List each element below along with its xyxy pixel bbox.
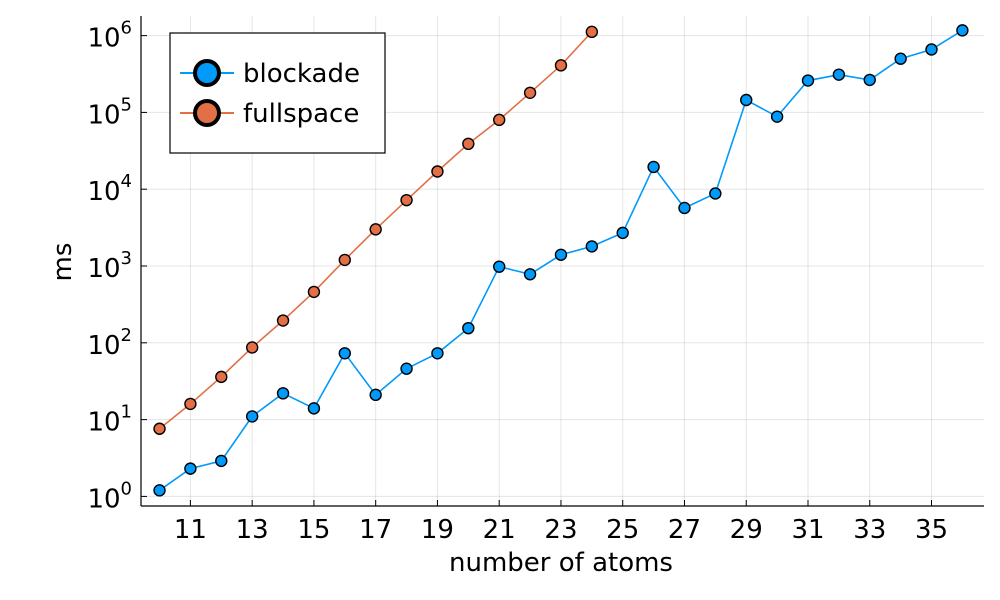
y-tick-exponent: 6 [121,18,132,39]
y-tick-label: 104 [87,171,132,207]
data-point-blockade [894,52,907,65]
axes [140,16,984,507]
data-point-blockade [307,402,321,415]
data-point-blockade [863,73,876,87]
data-point-fullspace [153,422,166,435]
x-tick-label: 19 [421,515,454,545]
data-point-blockade [400,362,413,375]
y-tick-exponent: 2 [121,325,132,346]
data-point-fullspace [492,113,506,127]
data-point-fullspace [462,137,475,151]
data-point-blockade [585,240,599,253]
data-point-fullspace [523,86,537,99]
data-point-fullspace [554,59,568,72]
x-tick-label: 17 [359,515,392,545]
data-point-blockade [523,268,537,281]
data-point-blockade [245,410,259,423]
x-tick-label: 21 [483,515,516,545]
data-point-blockade [925,43,938,56]
y-axis-title: ms [48,243,78,282]
legend-marker-fullspace [193,99,221,127]
data-point-fullspace [276,314,290,327]
y-tick-base: 10 [87,177,120,207]
data-point-fullspace [307,285,321,299]
data-point-blockade [770,110,784,123]
x-tick-label: 29 [730,515,763,545]
legend-label-blockade: blockade [243,59,360,89]
x-tick-label: 25 [606,515,639,545]
data-point-blockade [215,454,228,468]
x-tick-label: 23 [544,515,577,545]
y-tick-base: 10 [87,254,120,284]
x-axis-title: number of atoms [449,548,673,578]
y-tick-label: 101 [87,402,132,438]
y-tick-exponent: 0 [121,478,132,499]
data-point-fullspace [431,165,444,178]
data-point-blockade [369,388,382,402]
legend: blockade fullspace [169,32,386,154]
data-point-blockade [338,347,352,360]
data-point-fullspace [184,397,197,411]
data-point-blockade [153,484,166,497]
legend-marker-blockade [193,59,221,87]
data-point-blockade [801,74,815,87]
legend-label-fullspace: fullspace [243,99,359,129]
y-tick-label: 100 [87,478,132,514]
data-point-blockade [647,160,660,174]
x-tick-label: 35 [915,515,948,545]
data-point-blockade [462,321,475,335]
data-point-blockade [554,248,568,261]
y-tick-label: 102 [87,325,132,361]
x-tick-label: 31 [791,515,824,545]
data-point-blockade [616,226,629,240]
y-tick-base: 10 [87,24,120,54]
y-tick-base: 10 [87,331,120,361]
data-point-blockade [184,462,197,475]
data-point-blockade [492,260,506,273]
plot-area [153,24,969,497]
y-tick-label: 103 [87,248,132,284]
y-tick-base: 10 [87,408,120,438]
data-point-blockade [956,24,969,37]
x-tick-label: 15 [297,515,330,545]
y-tick-exponent: 1 [121,402,132,423]
y-tick-base: 10 [87,484,120,514]
y-tick-label: 105 [87,94,132,130]
legend-box [169,32,386,154]
x-ticks: 11 13 15 17 19 21 23 25 27 29 31 33 35 [174,500,948,545]
data-point-fullspace [338,253,352,267]
y-tick-base: 10 [87,100,120,130]
x-tick-label: 13 [236,515,269,545]
x-tick-label: 33 [853,515,886,545]
data-point-blockade [832,68,846,81]
data-point-blockade [678,201,691,215]
y-tick-exponent: 3 [121,248,132,269]
data-point-blockade [431,347,444,360]
data-point-blockade [276,387,290,400]
x-tick-label: 27 [668,515,701,545]
x-tick-label: 11 [174,515,207,545]
y-tick-exponent: 4 [121,171,132,192]
data-point-fullspace [400,193,413,207]
data-point-fullspace [585,25,599,39]
data-point-fullspace [245,341,259,354]
data-point-fullspace [215,370,228,384]
y-tick-label: 106 [87,18,132,54]
data-point-blockade [709,187,722,200]
data-point-fullspace [369,223,382,236]
data-point-blockade [740,93,753,107]
y-tick-exponent: 5 [121,94,132,115]
